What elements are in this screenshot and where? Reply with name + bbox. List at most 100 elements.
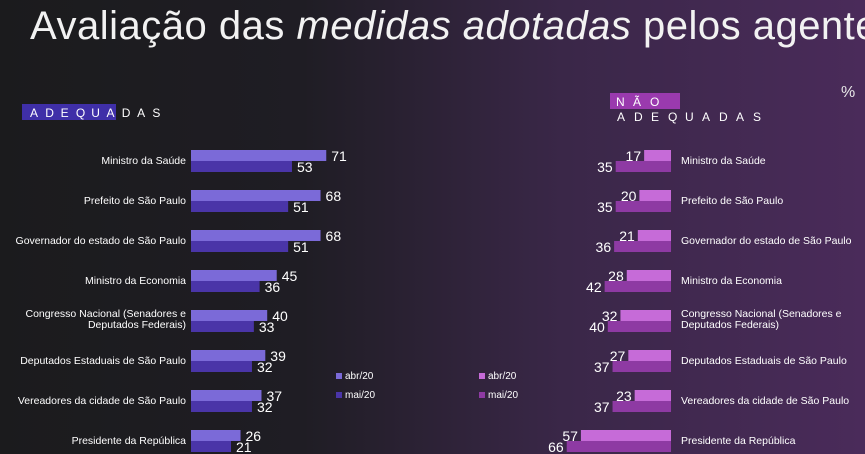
- svg-text:D: D: [634, 110, 643, 124]
- svg-text:A: A: [702, 110, 710, 124]
- data-label-adequadas-abr: 26: [246, 428, 262, 444]
- category-label-adequadas: Deputados Estaduais de São Paulo: [20, 355, 186, 367]
- category-label-nao-adequadas: Ministro da Saúde: [681, 155, 766, 167]
- bar-adequadas-mai: [191, 161, 292, 172]
- data-label-nao-mai: 35: [597, 159, 613, 175]
- bar-nao-adequadas-abr: [580, 430, 671, 441]
- data-label-nao-mai: 42: [586, 279, 602, 295]
- category-label-nao-adequadas: Presidente da República: [681, 435, 796, 447]
- data-label-adequadas-mai: 36: [265, 279, 281, 295]
- svg-text:U: U: [91, 106, 100, 120]
- bar-adequadas-mai: [191, 281, 260, 292]
- legend-adequadas-abr-swatch: [336, 373, 342, 379]
- category-label-adequadas: Ministro da Saúde: [101, 155, 186, 167]
- data-label-nao-abr: 21: [619, 228, 635, 244]
- data-label-nao-abr: 20: [621, 188, 637, 204]
- svg-text:Q: Q: [668, 110, 677, 124]
- svg-text:E: E: [651, 110, 659, 124]
- data-label-adequadas-abr: 39: [270, 348, 286, 364]
- svg-text:D: D: [122, 106, 131, 120]
- bar-adequadas-mai: [191, 201, 289, 212]
- bar-nao-adequadas-abr: [620, 310, 671, 321]
- category-label-adequadas: Ministro da Economia: [85, 275, 186, 287]
- svg-text:A: A: [30, 106, 38, 120]
- bar-nao-adequadas-abr: [639, 190, 671, 201]
- data-label-adequadas-abr: 45: [282, 268, 298, 284]
- bar-nao-adequadas-mai: [612, 361, 671, 372]
- data-label-adequadas-abr: 37: [266, 388, 282, 404]
- category-label-nao-adequadas: Governador do estado de São Paulo: [681, 235, 852, 247]
- category-label-nao-adequadas: Prefeito de São Paulo: [681, 195, 783, 207]
- svg-text:E: E: [61, 106, 69, 120]
- svg-text:A: A: [736, 110, 744, 124]
- data-label-adequadas-abr: 71: [331, 148, 347, 164]
- data-label-nao-mai: 37: [594, 399, 610, 415]
- category-label-adequadas: Presidente da República: [72, 435, 187, 447]
- data-label-adequadas-abr: 68: [326, 228, 342, 244]
- bar-nao-adequadas-mai: [612, 401, 671, 412]
- bar-adequadas-mai: [191, 241, 289, 252]
- bar-nao-adequadas-abr: [626, 270, 671, 281]
- bar-nao-adequadas-mai: [607, 321, 671, 332]
- svg-text:O: O: [650, 95, 659, 109]
- category-label-adequadas: Governador do estado de São Paulo: [16, 235, 187, 247]
- bar-adequadas-abr: [191, 310, 268, 321]
- svg-text:Q: Q: [76, 106, 85, 120]
- bar-adequadas-abr: [191, 230, 321, 241]
- bar-adequadas-mai: [191, 321, 254, 332]
- data-label-adequadas-abr: 40: [272, 308, 288, 324]
- data-label-adequadas-mai: 32: [257, 359, 273, 375]
- bar-adequadas-abr: [191, 430, 241, 441]
- data-label-nao-abr: 17: [626, 148, 642, 164]
- data-label-nao-abr: 32: [602, 308, 618, 324]
- chart-title: Avaliação das medidas adotadas pelos age…: [30, 4, 865, 48]
- svg-text:A: A: [137, 106, 145, 120]
- bar-nao-adequadas-abr: [637, 230, 671, 241]
- data-label-nao-mai: 35: [597, 199, 613, 215]
- bar-nao-adequadas-abr: [634, 390, 671, 401]
- svg-text:A: A: [107, 106, 115, 120]
- data-label-nao-mai: 37: [594, 359, 610, 375]
- category-label-nao-adequadas: Deputados Federais): [681, 319, 779, 331]
- svg-text:A: A: [617, 110, 625, 124]
- data-label-adequadas-mai: 51: [293, 239, 309, 255]
- data-label-nao-abr: 27: [610, 348, 626, 364]
- legend-adequadas-mai-swatch: [336, 392, 342, 398]
- category-label-nao-adequadas: Ministro da Economia: [681, 275, 782, 287]
- svg-text:D: D: [719, 110, 728, 124]
- data-label-nao-abr: 23: [616, 388, 632, 404]
- legend-adequadas-mai-label: mai/20: [345, 390, 375, 401]
- unit-label: %: [841, 84, 856, 101]
- bar-nao-adequadas-mai: [615, 201, 671, 212]
- bar-nao-adequadas-abr: [628, 350, 671, 361]
- bar-nao-adequadas-mai: [614, 241, 671, 252]
- bar-adequadas-abr: [191, 350, 266, 361]
- legend-adequadas-abr-label: abr/20: [345, 371, 374, 382]
- bar-adequadas-abr: [191, 150, 327, 161]
- svg-text:N: N: [616, 95, 625, 109]
- data-label-adequadas-mai: 21: [236, 439, 252, 454]
- category-label-adequadas: Deputados Federais): [88, 319, 186, 331]
- bar-adequadas-abr: [191, 390, 262, 401]
- data-label-nao-abr: 28: [608, 268, 624, 284]
- svg-text:S: S: [753, 110, 761, 124]
- data-label-nao-mai: 66: [548, 439, 564, 454]
- data-label-adequadas-mai: 32: [257, 399, 273, 415]
- legend-nao-abr-swatch: [479, 373, 485, 379]
- nao-header-bg: [610, 93, 680, 109]
- data-label-nao-mai: 36: [596, 239, 612, 255]
- bar-adequadas-mai: [191, 401, 252, 412]
- data-label-adequadas-mai: 51: [293, 199, 309, 215]
- bar-adequadas-mai: [191, 361, 252, 372]
- svg-text:D: D: [45, 106, 54, 120]
- data-label-adequadas-mai: 53: [297, 159, 313, 175]
- data-label-nao-mai: 40: [589, 319, 605, 335]
- category-label-nao-adequadas: Deputados Estaduais de São Paulo: [681, 355, 847, 367]
- bar-nao-adequadas-abr: [644, 150, 671, 161]
- category-label-nao-adequadas: Congresso Nacional (Senadores e: [681, 308, 842, 320]
- category-label-adequadas: Prefeito de São Paulo: [84, 195, 186, 207]
- adequadas-header-bg: [22, 104, 116, 120]
